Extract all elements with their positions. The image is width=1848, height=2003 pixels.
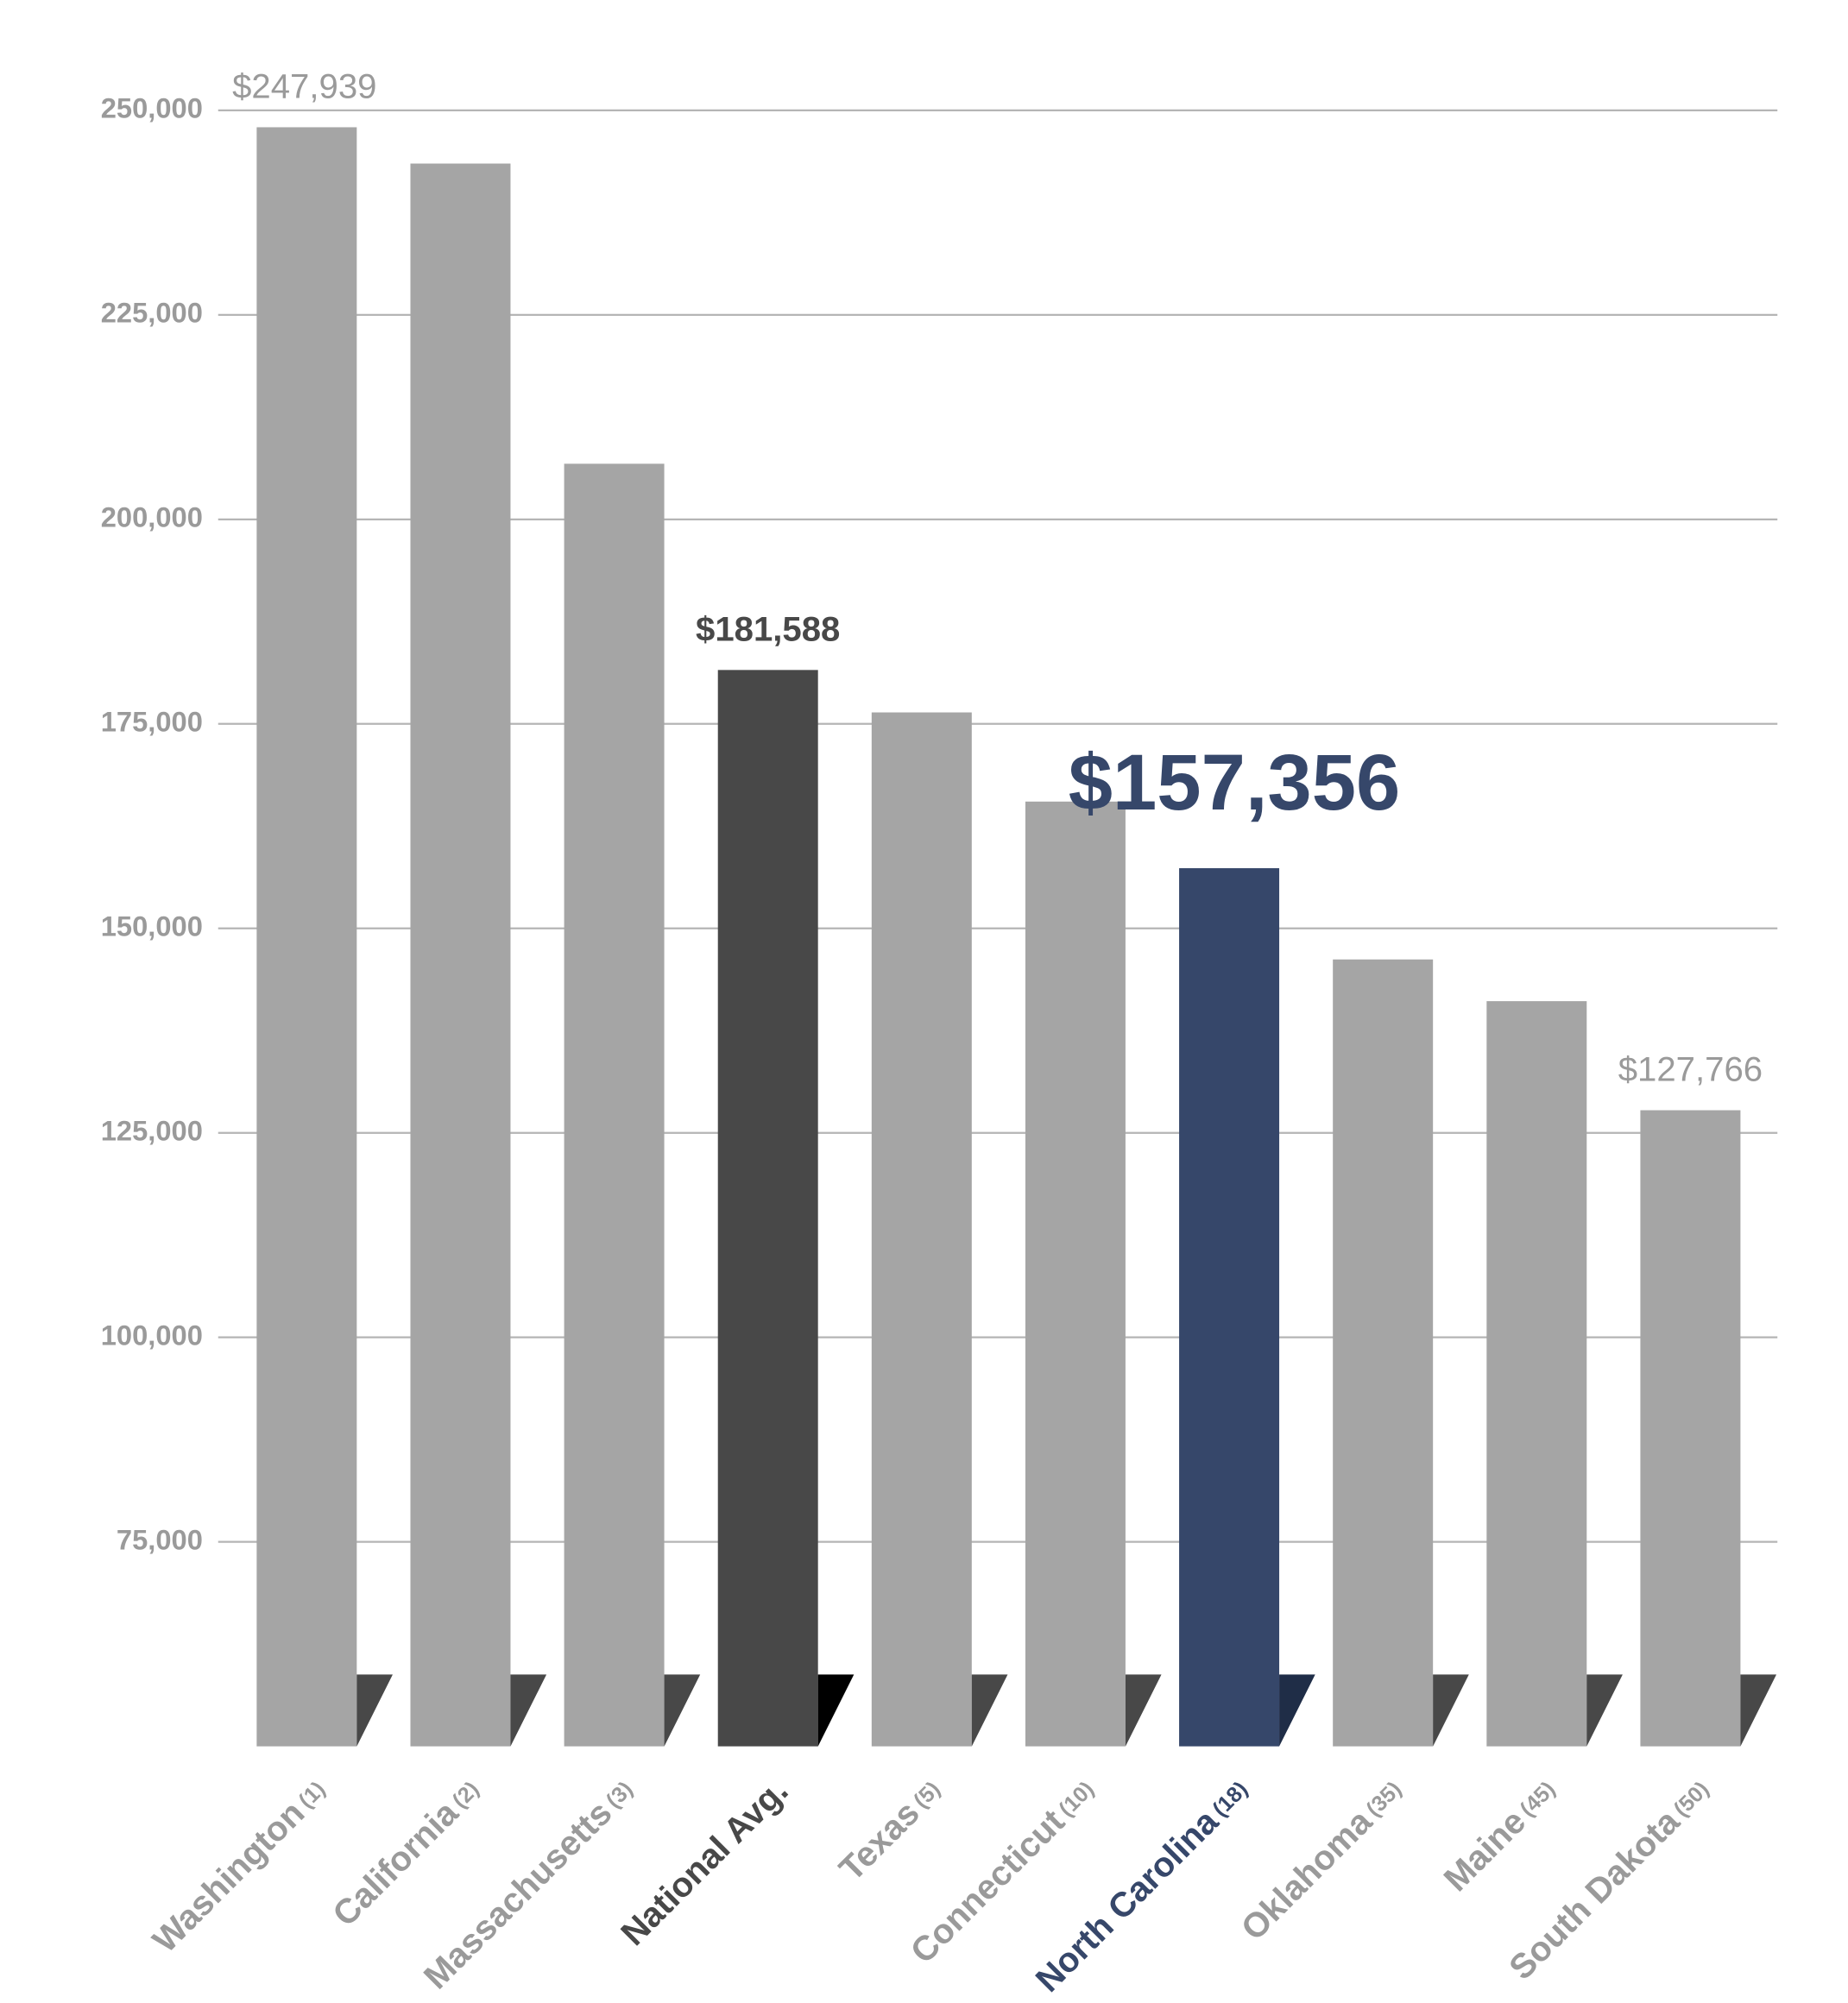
bar [256, 127, 357, 1747]
bar-shadow [1125, 1674, 1162, 1747]
category-rank: (2) [448, 1777, 484, 1813]
bar-shadow [1740, 1674, 1777, 1747]
y-tick-label: 75,000 [117, 1523, 203, 1555]
y-tick-label: 150,000 [101, 910, 203, 942]
bar-shadow [510, 1674, 547, 1747]
category-rank: (10) [1054, 1777, 1099, 1822]
y-tick-label: 200,000 [101, 501, 203, 532]
category-rank: (50) [1669, 1777, 1714, 1822]
y-tick-label: 175,000 [101, 705, 203, 737]
bar-shadow [1279, 1674, 1315, 1747]
bar [564, 463, 665, 1747]
bar [871, 712, 972, 1747]
category-name: Connecticut [903, 1802, 1072, 1971]
bar [1025, 801, 1126, 1747]
y-tick-label: 225,000 [101, 297, 203, 329]
bar-shadow [971, 1674, 1008, 1747]
category-rank: (1) [294, 1777, 331, 1813]
x-tick-label: Maine(45) [1436, 1771, 1564, 1899]
bar [1486, 1001, 1587, 1747]
bar-shadow [1433, 1674, 1469, 1747]
bar [1333, 959, 1434, 1747]
category-name: California [325, 1792, 465, 1933]
bar-shadow [664, 1674, 701, 1747]
bar [410, 163, 511, 1747]
y-tick-label: 250,000 [101, 92, 203, 124]
bar-shadow [356, 1674, 393, 1747]
category-name: Maine [1436, 1802, 1533, 1899]
x-tick-label: Texas(5) [831, 1771, 949, 1888]
y-tick-label: 125,000 [101, 1114, 203, 1146]
value-label: $181,588 [696, 609, 840, 648]
x-tick-label: National Avg. [613, 1771, 795, 1953]
x-tick-label: Washington(1) [145, 1771, 334, 1960]
bar [1640, 1110, 1741, 1747]
category-name: Oklahoma [1233, 1801, 1379, 1947]
category-rank: (35) [1361, 1777, 1406, 1822]
y-tick-label: 100,000 [101, 1319, 203, 1351]
bar [1179, 868, 1280, 1747]
bar-shadow [1586, 1674, 1623, 1747]
category-name: Texas [831, 1793, 926, 1888]
x-tick-label: Oklahoma(35) [1233, 1771, 1410, 1948]
value-label: $157,356 [1069, 738, 1400, 827]
category-rank: (3) [602, 1777, 638, 1813]
x-tick-label: California(2) [325, 1771, 488, 1934]
category-rank: (18) [1208, 1777, 1252, 1822]
category-name: Washington [145, 1793, 312, 1960]
bar [717, 670, 818, 1747]
category-rank: (5) [909, 1777, 945, 1813]
bar-shadow [817, 1674, 855, 1747]
value-label: $247,939 [232, 66, 376, 105]
category-rank: (45) [1516, 1777, 1561, 1822]
category-name: National Avg. [613, 1771, 795, 1953]
value-label: $127,766 [1618, 1049, 1763, 1088]
